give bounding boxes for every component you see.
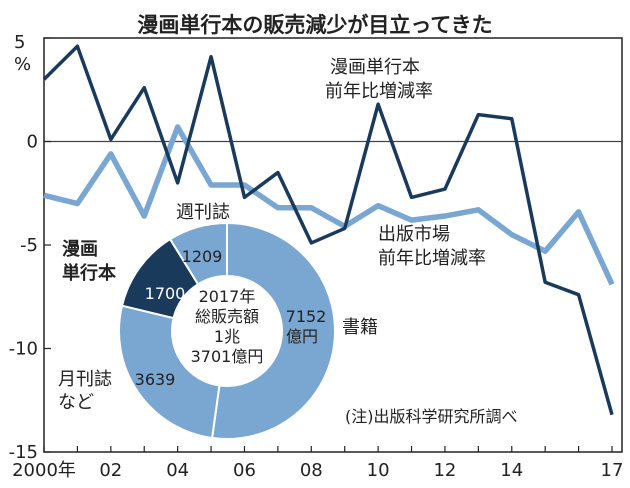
slice-label-books: 書籍 — [342, 317, 378, 338]
source-note: (注)出版科学研究所調べ — [345, 407, 518, 426]
series-label-market-line2: 前年比増減率 — [378, 248, 486, 269]
series-label-manga-line1: 漫画単行本 — [330, 57, 420, 78]
slice-value-books-line1: 7152 — [286, 307, 327, 326]
donut-chart: 2017年 総販売額 1兆 3701億円 7152 億円 3639 1700 1… — [58, 202, 378, 440]
slice-value-monthly: 3639 — [135, 370, 176, 389]
y-tick-label: -15 — [9, 442, 38, 463]
x-tick-label: 10 — [367, 460, 390, 481]
x-tick-label: 17 — [601, 460, 624, 481]
slice-value-manga: 1700 — [145, 284, 186, 303]
y-tick-label: -10 — [9, 339, 38, 360]
x-tick-label: 02 — [99, 460, 122, 481]
slice-label-manga-line1: 漫画 — [62, 239, 98, 260]
series-label-market-line1: 出版市場 — [378, 224, 450, 245]
slice-value-weekly: 1209 — [182, 247, 223, 266]
chart-title: 漫画単行本の販売減少が目立ってきた — [137, 13, 492, 37]
x-tick-label: 12 — [433, 460, 456, 481]
donut-center-year: 2017年 — [199, 287, 256, 306]
donut-slice-books — [210, 221, 336, 440]
x-tick-label: 2000年 — [12, 460, 76, 481]
donut-slice-monthly — [118, 304, 221, 440]
donut-center-caption: 総販売額 — [195, 307, 259, 326]
slice-label-weekly: 週刊誌 — [176, 202, 230, 223]
donut-slice-weekly — [168, 221, 228, 286]
donut-hole — [173, 277, 281, 385]
series-label-manga-line2: 前年比増減率 — [325, 81, 433, 102]
slice-label-monthly-line1: 月刊誌 — [58, 369, 112, 390]
donut-center-amount-line2: 3701億円 — [191, 347, 264, 366]
x-tick-label: 08 — [300, 460, 323, 481]
y-tick-label: 0 — [27, 132, 38, 153]
series-line-market — [43, 124, 615, 286]
x-tick-label: 06 — [233, 460, 256, 481]
x-tick-label: 04 — [166, 460, 189, 481]
unit-top-value: 5 — [14, 32, 25, 53]
donut-slices — [118, 221, 336, 440]
series-line-manga — [42, 44, 614, 416]
donut-center-amount-line1: 1兆 — [214, 327, 240, 346]
donut-center-label: 2017年 総販売額 1兆 3701億円 — [191, 287, 264, 366]
series-layer — [42, 44, 615, 416]
x-tick-label: 14 — [500, 460, 523, 481]
y-tick-label: -5 — [20, 235, 38, 256]
slice-label-monthly-line2: など — [58, 392, 94, 413]
unit-percent-label: % — [14, 54, 31, 75]
slice-label-manga-line2: 単行本 — [62, 262, 116, 284]
series-labels: 漫画単行本 前年比増減率 出版市場 前年比増減率 — [325, 57, 486, 269]
slice-value-books-line2: 億円 — [286, 327, 318, 346]
unit-label: 5 % — [14, 32, 31, 75]
